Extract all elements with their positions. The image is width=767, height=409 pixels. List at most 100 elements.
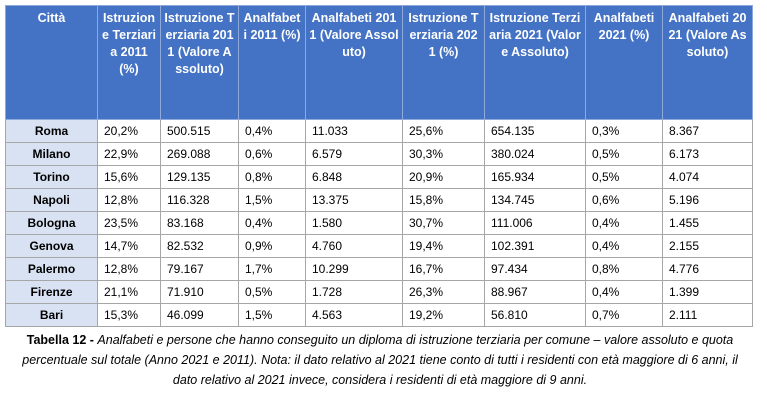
header-cell: Istruzione Terziaria 2021 (%) <box>402 5 485 120</box>
caption-label: Tabella 12 - <box>26 333 98 347</box>
value-cell: 83.168 <box>160 211 239 235</box>
value-cell: 0,5% <box>238 280 306 304</box>
value-cell: 134.745 <box>484 188 586 212</box>
value-cell: 23,5% <box>97 211 161 235</box>
value-cell: 1.580 <box>305 211 403 235</box>
value-cell: 0,4% <box>585 211 663 235</box>
value-cell: 12,8% <box>97 257 161 281</box>
value-cell: 102.391 <box>484 234 586 258</box>
value-cell: 111.006 <box>484 211 586 235</box>
value-cell: 0,7% <box>585 303 663 327</box>
table-row: Palermo 12,8% 79.167 1,7% 10.299 16,7% 97.434 0… <box>5 257 753 281</box>
value-cell: 19,4% <box>402 234 485 258</box>
value-cell: 30,7% <box>402 211 485 235</box>
header-cell: Istruzione Terziaria 2011 (Valore Assolu… <box>160 5 239 120</box>
value-cell: 4.760 <box>305 234 403 258</box>
value-cell: 12,8% <box>97 188 161 212</box>
value-cell: 380.024 <box>484 142 586 166</box>
value-cell: 0,4% <box>238 211 306 235</box>
table-row: Milano 22,9% 269.088 0,6% 6.579 30,3% 380.024 0… <box>5 142 753 166</box>
value-cell: 1.455 <box>662 211 753 235</box>
header-cell: Istruzione Terziaria 2021 (Valore Assolu… <box>484 5 586 120</box>
city-cell: Napoli <box>5 188 98 212</box>
value-cell: 79.167 <box>160 257 239 281</box>
value-cell: 71.910 <box>160 280 239 304</box>
value-cell: 56.810 <box>484 303 586 327</box>
city-cell: Bari <box>5 303 98 327</box>
city-cell: Torino <box>5 165 98 189</box>
caption: Tabella 12 - Analfabeti e persone che ha… <box>10 330 750 390</box>
table-row: Napoli 12,8% 116.328 1,5% 13.375 15,8% 134.745… <box>5 188 753 212</box>
city-cell: Genova <box>5 234 98 258</box>
header-cell: Analfabeti 2021 (%) <box>585 5 663 120</box>
header-row: Città Istruzione Terziaria 2011 (%) Istruz… <box>5 5 753 120</box>
value-cell: 0,5% <box>585 142 663 166</box>
value-cell: 26,3% <box>402 280 485 304</box>
value-cell: 82.532 <box>160 234 239 258</box>
value-cell: 10.299 <box>305 257 403 281</box>
header-cell: Analfabeti 2021 (Valore Assoluto) <box>662 5 753 120</box>
value-cell: 97.434 <box>484 257 586 281</box>
header-cell: Istruzione Terziaria 2011 (%) <box>97 5 161 120</box>
value-cell: 116.328 <box>160 188 239 212</box>
value-cell: 6.848 <box>305 165 403 189</box>
city-cell: Milano <box>5 142 98 166</box>
value-cell: 6.579 <box>305 142 403 166</box>
table-row: Bari 15,3% 46.099 1,5% 4.563 19,2% 56.810 0,7% 2… <box>5 303 753 327</box>
value-cell: 20,2% <box>97 119 161 143</box>
value-cell: 19,2% <box>402 303 485 327</box>
city-cell: Bologna <box>5 211 98 235</box>
table-row: Firenze 21,1% 71.910 0,5% 1.728 26,3% 88.967 0,… <box>5 280 753 304</box>
value-cell: 1,5% <box>238 303 306 327</box>
value-cell: 1,5% <box>238 188 306 212</box>
value-cell: 0,8% <box>238 165 306 189</box>
value-cell: 6.173 <box>662 142 753 166</box>
value-cell: 15,8% <box>402 188 485 212</box>
table-row: Roma 20,2% 500.515 0,4% 11.033 25,6% 654.135 0,… <box>5 119 753 143</box>
value-cell: 654.135 <box>484 119 586 143</box>
city-cell: Roma <box>5 119 98 143</box>
value-cell: 30,3% <box>402 142 485 166</box>
value-cell: 1.399 <box>662 280 753 304</box>
city-cell: Palermo <box>5 257 98 281</box>
value-cell: 8.367 <box>662 119 753 143</box>
value-cell: 22,9% <box>97 142 161 166</box>
header-cell: Città <box>5 5 98 120</box>
city-cell: Firenze <box>5 280 98 304</box>
value-cell: 14,7% <box>97 234 161 258</box>
value-cell: 1,7% <box>238 257 306 281</box>
value-cell: 16,7% <box>402 257 485 281</box>
value-cell: 2.111 <box>662 303 753 327</box>
value-cell: 129.135 <box>160 165 239 189</box>
value-cell: 13.375 <box>305 188 403 212</box>
value-cell: 20,9% <box>402 165 485 189</box>
value-cell: 0,8% <box>585 257 663 281</box>
value-cell: 2.155 <box>662 234 753 258</box>
value-cell: 88.967 <box>484 280 586 304</box>
caption-text: Analfabeti e persone che hanno conseguit… <box>22 333 738 387</box>
value-cell: 0,4% <box>585 280 663 304</box>
value-cell: 15,3% <box>97 303 161 327</box>
table-body: Roma 20,2% 500.515 0,4% 11.033 25,6% 654.135 0,… <box>5 119 753 327</box>
value-cell: 500.515 <box>160 119 239 143</box>
value-cell: 0,5% <box>585 165 663 189</box>
value-cell: 0,3% <box>585 119 663 143</box>
value-cell: 0,6% <box>238 142 306 166</box>
value-cell: 4.074 <box>662 165 753 189</box>
value-cell: 165.934 <box>484 165 586 189</box>
value-cell: 46.099 <box>160 303 239 327</box>
value-cell: 5.196 <box>662 188 753 212</box>
value-cell: 0,9% <box>238 234 306 258</box>
value-cell: 4.563 <box>305 303 403 327</box>
value-cell: 1.728 <box>305 280 403 304</box>
header-cell: Analfabeti 2011 (%) <box>238 5 306 120</box>
table-row: Genova 14,7% 82.532 0,9% 4.760 19,4% 102.391 0,… <box>5 234 753 258</box>
value-cell: 0,6% <box>585 188 663 212</box>
value-cell: 269.088 <box>160 142 239 166</box>
value-cell: 0,4% <box>585 234 663 258</box>
table-row: Torino 15,6% 129.135 0,8% 6.848 20,9% 165.934 0… <box>5 165 753 189</box>
value-cell: 4.776 <box>662 257 753 281</box>
table-row: Bologna 23,5% 83.168 0,4% 1.580 30,7% 111.006 0… <box>5 211 753 235</box>
value-cell: 25,6% <box>402 119 485 143</box>
